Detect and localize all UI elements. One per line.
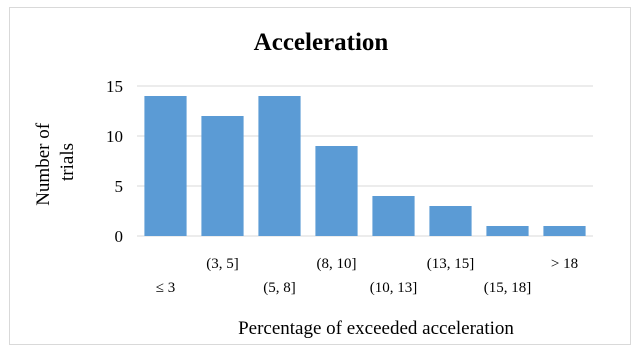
x-category-label: (5, 8] <box>263 280 296 296</box>
x-axis-categories: ≤ 3 (3, 5] (5, 8] (8, 10] (10, 13] (13, 15] (1… <box>156 256 578 296</box>
bar <box>543 226 586 236</box>
bar <box>372 196 415 236</box>
x-category-label: ≤ 3 <box>156 280 175 296</box>
x-category-label: > 18 <box>551 256 578 272</box>
y-axis-title: Number of trials <box>33 118 78 206</box>
y-axis-title-line-1: Number of <box>33 122 54 206</box>
y-tick-label: 15 <box>106 77 123 96</box>
x-axis-title: Percentage of exceeded acceleration <box>238 318 514 339</box>
bar <box>201 116 244 236</box>
bar <box>258 96 301 236</box>
bar <box>429 206 472 236</box>
bar <box>144 96 187 236</box>
y-axis-ticks: 0 5 10 15 <box>106 77 123 246</box>
x-category-label: (15, 18] <box>484 280 532 296</box>
y-axis-title-line-2: trials <box>57 143 78 181</box>
x-category-label: (13, 15] <box>427 256 475 272</box>
bars <box>144 96 586 236</box>
chart-title: Acceleration <box>254 29 389 56</box>
x-category-label: (10, 13] <box>370 280 418 296</box>
bar <box>315 146 358 236</box>
y-tick-label: 5 <box>115 177 124 196</box>
x-category-label: (8, 10] <box>317 256 357 272</box>
y-tick-label: 10 <box>106 127 123 146</box>
bar <box>486 226 529 236</box>
x-category-label: (3, 5] <box>206 256 239 272</box>
y-tick-label: 0 <box>115 227 124 246</box>
